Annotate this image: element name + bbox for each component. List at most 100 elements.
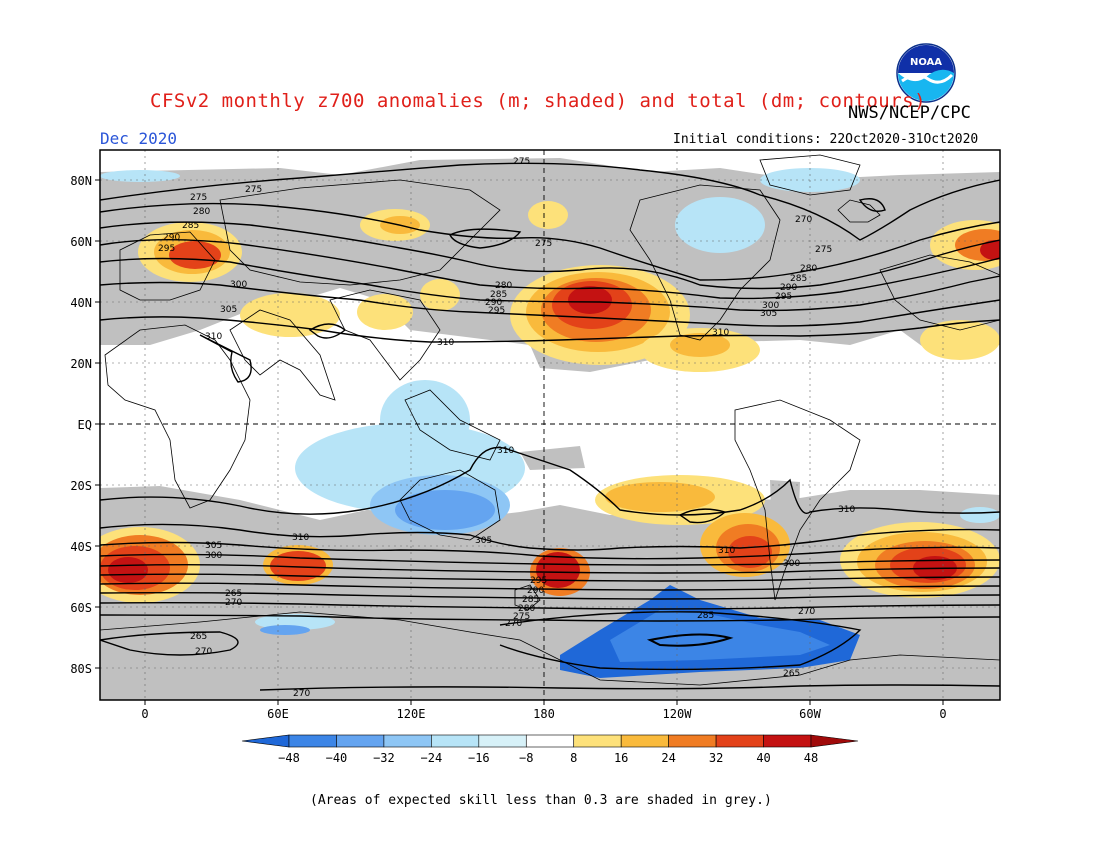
forecast-period: Dec 2020 <box>100 129 178 148</box>
colorbar-swatch <box>525 734 575 748</box>
noaa-logo: NOAA <box>896 43 956 103</box>
svg-text:300: 300 <box>783 559 800 569</box>
colorbar-label: 8 <box>570 751 577 765</box>
svg-text:270: 270 <box>225 598 242 608</box>
map-frame <box>99 149 1001 701</box>
svg-text:120W: 120W <box>663 707 693 721</box>
svg-text:280: 280 <box>193 207 210 217</box>
colorbar-label: 48 <box>804 751 818 765</box>
svg-text:60E: 60E <box>267 707 289 721</box>
equator-dateline <box>100 150 1000 700</box>
svg-text:310: 310 <box>437 338 454 348</box>
colorbar-label: −16 <box>468 751 490 765</box>
svg-text:290: 290 <box>780 283 797 293</box>
svg-text:60N: 60N <box>70 235 92 249</box>
svg-text:310: 310 <box>205 332 222 342</box>
svg-text:305: 305 <box>760 309 777 319</box>
svg-text:310: 310 <box>718 546 735 556</box>
svg-text:300: 300 <box>230 280 247 290</box>
svg-text:290: 290 <box>485 298 502 308</box>
skill-footnote: (Areas of expected skill less than 0.3 a… <box>310 793 772 808</box>
svg-text:275: 275 <box>513 157 530 167</box>
svg-text:80S: 80S <box>70 662 92 676</box>
svg-text:285: 285 <box>790 274 807 284</box>
svg-text:295: 295 <box>488 306 505 316</box>
svg-text:275: 275 <box>815 245 832 255</box>
svg-text:310: 310 <box>292 533 309 543</box>
svg-text:60W: 60W <box>799 707 821 721</box>
svg-text:0: 0 <box>141 707 148 721</box>
svg-text:285: 285 <box>182 221 199 231</box>
svg-text:285: 285 <box>697 611 714 621</box>
svg-text:295: 295 <box>530 576 547 586</box>
svg-text:285: 285 <box>522 595 539 605</box>
colorbar-label: 16 <box>614 751 628 765</box>
colorbar-label: −48 <box>278 751 300 765</box>
colorbar-swatch <box>620 734 669 748</box>
svg-text:285: 285 <box>490 290 507 300</box>
svg-text:60S: 60S <box>70 601 92 615</box>
svg-text:290: 290 <box>527 586 544 596</box>
svg-text:265: 265 <box>783 669 800 679</box>
svg-text:20S: 20S <box>70 479 92 493</box>
svg-text:295: 295 <box>775 292 792 302</box>
svg-text:290: 290 <box>163 233 180 243</box>
svg-text:310: 310 <box>497 446 514 456</box>
svg-text:280: 280 <box>800 264 817 274</box>
colorbar-min-triangle <box>241 734 290 748</box>
latitude-labels: 80N 60N 40N 20N EQ 20S 40S 60S 80S <box>70 174 92 676</box>
coastlines <box>100 154 1000 686</box>
svg-text:265: 265 <box>190 632 207 642</box>
axis-ticks <box>95 179 944 705</box>
logo-text: NOAA <box>910 57 942 68</box>
svg-text:0: 0 <box>939 707 946 721</box>
svg-text:40N: 40N <box>70 296 92 310</box>
svg-text:275: 275 <box>513 612 530 622</box>
svg-text:300: 300 <box>762 301 779 311</box>
longitude-labels: 0 60E 120E 180 120W 60W 0 <box>141 707 946 721</box>
svg-text:300: 300 <box>205 551 222 561</box>
svg-text:20N: 20N <box>70 357 92 371</box>
colorbar-swatch <box>383 734 432 748</box>
initial-conditions: Initial conditions: 22Oct2020-31Oct2020 <box>673 132 979 147</box>
colorbar-label: 40 <box>756 751 770 765</box>
colorbar-label: −8 <box>519 751 533 765</box>
colorbar-swatch <box>336 734 385 748</box>
svg-text:310: 310 <box>712 328 729 338</box>
colorbar-swatch <box>288 734 337 748</box>
svg-text:305: 305 <box>475 536 492 546</box>
svg-text:270: 270 <box>195 647 212 657</box>
colorbar-label: −32 <box>373 751 395 765</box>
map-title: CFSv2 monthly z700 anomalies (m; shaded)… <box>150 90 927 112</box>
svg-text:270: 270 <box>505 619 522 629</box>
svg-text:280: 280 <box>495 281 512 291</box>
svg-text:275: 275 <box>190 193 207 203</box>
colorbar-swatch <box>573 734 622 748</box>
colorbar-max-triangle <box>810 734 859 748</box>
colorbar-swatch <box>763 734 812 748</box>
colorbar-label: 32 <box>709 751 723 765</box>
svg-text:310: 310 <box>838 505 855 515</box>
svg-text:305: 305 <box>205 541 222 551</box>
height-contours <box>100 162 1000 691</box>
colorbar-label: 24 <box>661 751 675 765</box>
colorbar-swatch <box>478 734 527 748</box>
svg-text:EQ: EQ <box>78 418 92 432</box>
svg-text:270: 270 <box>293 689 310 699</box>
svg-text:270: 270 <box>798 607 815 617</box>
colorbar-swatch <box>715 734 764 748</box>
svg-text:305: 305 <box>220 305 237 315</box>
map-fields: 275 275 275 270 275 280 285 290 295 300 … <box>100 150 1000 700</box>
svg-text:180: 180 <box>533 707 555 721</box>
agency-label: NWS/NCEP/CPC <box>848 103 971 123</box>
svg-text:275: 275 <box>535 239 552 249</box>
colorbar: −48 −40 −32 −24 −16 −8 8 16 24 32 40 48 <box>241 734 859 765</box>
colorbar-swatch <box>431 734 480 748</box>
colorbar-label: −24 <box>421 751 443 765</box>
svg-text:40S: 40S <box>70 540 92 554</box>
svg-text:120E: 120E <box>397 707 426 721</box>
contour-labels: 275 275 275 270 275 280 285 290 295 300 … <box>158 157 855 699</box>
svg-text:265: 265 <box>225 589 242 599</box>
colorbar-swatch <box>668 734 717 748</box>
